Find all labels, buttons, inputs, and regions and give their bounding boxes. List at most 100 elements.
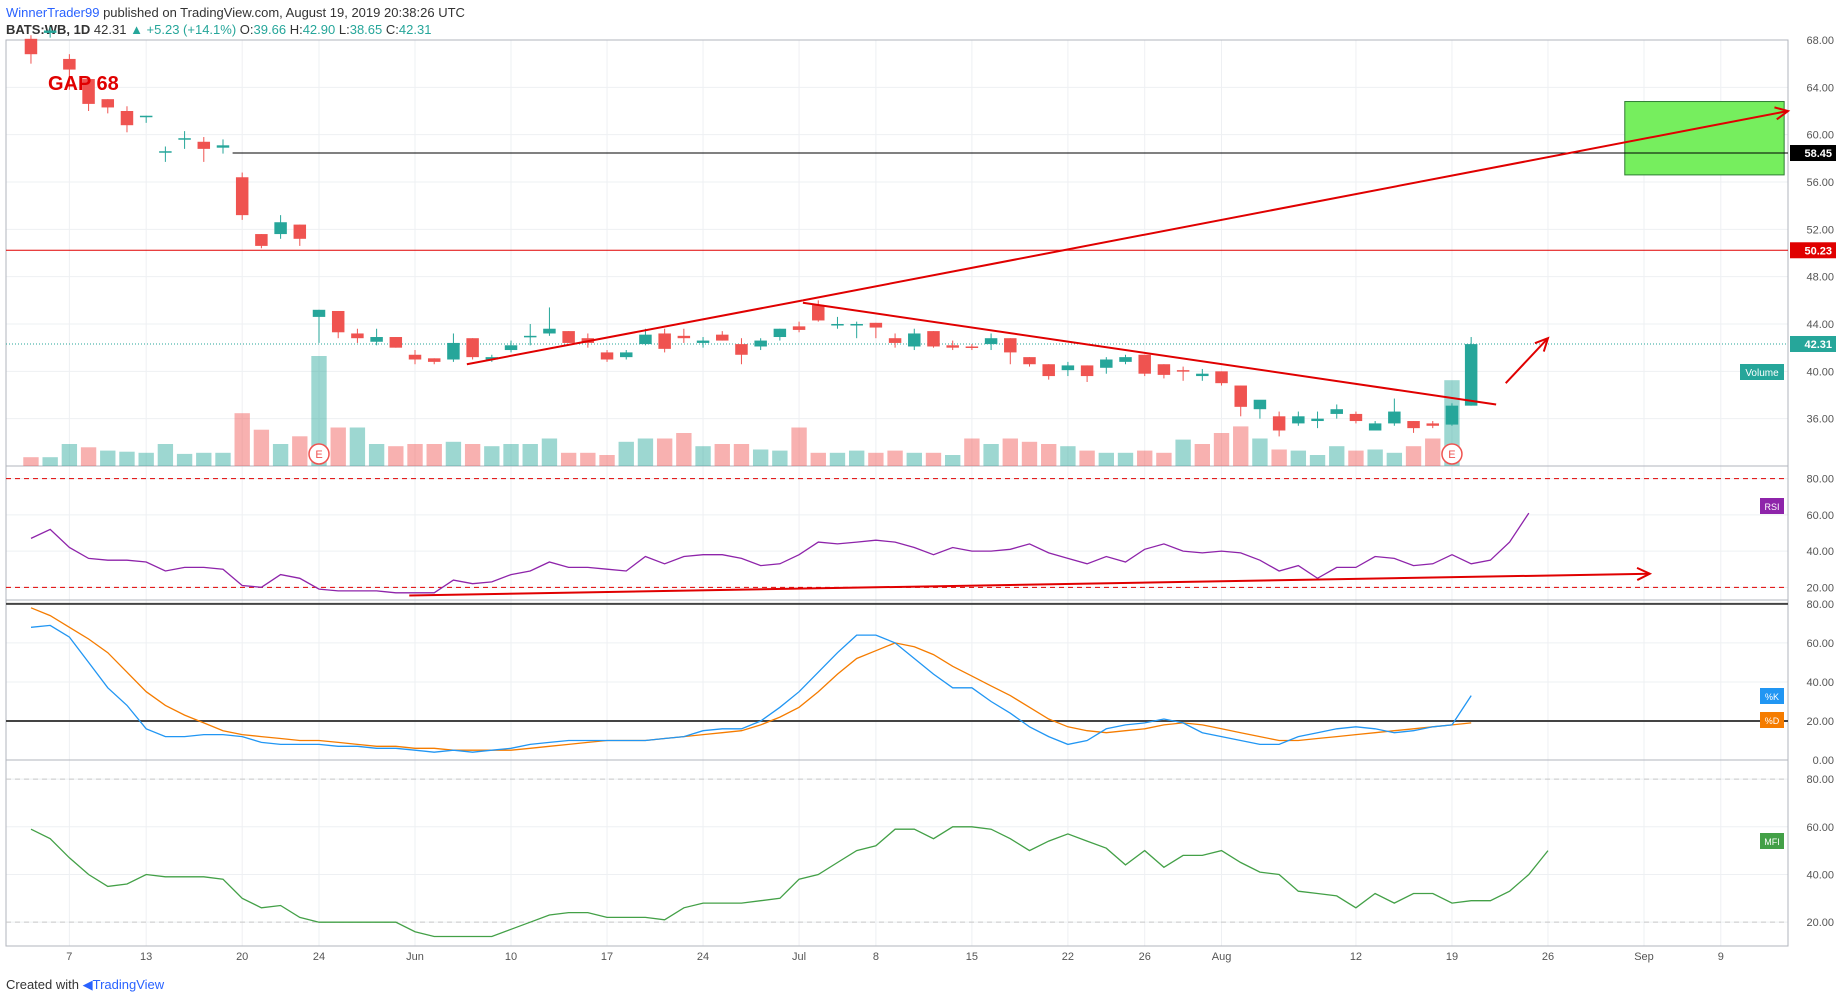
candle-body: [255, 234, 268, 246]
price-tick: 40.00: [1806, 366, 1834, 378]
volume-bar: [292, 436, 308, 466]
volume-bar: [349, 427, 366, 466]
candle-body: [1100, 359, 1113, 368]
arrow-head: [1774, 106, 1791, 121]
time-tick: 17: [601, 951, 613, 963]
time-tick: 15: [966, 951, 978, 963]
volume-bar: [637, 438, 654, 466]
candle-body: [485, 357, 499, 360]
indicator-tag: RSI: [1764, 502, 1779, 512]
candle-body: [43, 30, 57, 33]
candle-body: [101, 99, 115, 108]
price-label: 42.31: [1804, 339, 1832, 351]
volume-bar: [176, 453, 193, 466]
volume-bar: [1348, 450, 1364, 466]
symbol-label: BATS:WB, 1D: [6, 22, 91, 37]
volume-bar: [964, 438, 980, 466]
volume-bar: [1252, 438, 1268, 466]
volume-bar: [1098, 452, 1114, 466]
close-label: C:: [385, 22, 399, 37]
indicator-tick: 40.00: [1806, 546, 1834, 558]
volume-bar: [906, 452, 922, 466]
indicator-tag-box: [1760, 833, 1784, 849]
candle-body: [1272, 416, 1286, 431]
candle-body: [1368, 423, 1382, 431]
volume-bar: [1156, 452, 1172, 466]
earnings-label: E: [1448, 449, 1455, 461]
volume-bar: [1079, 450, 1095, 466]
volume-bar: [1060, 446, 1076, 466]
candle-body: [139, 115, 153, 118]
volume-bar: [714, 444, 730, 466]
candle-body: [1080, 365, 1094, 377]
tradingview-link[interactable]: TradingView: [92, 977, 165, 992]
volume-bar: [868, 452, 884, 466]
candle-body: [1042, 364, 1055, 377]
indicator-tag: %K: [1765, 692, 1779, 702]
candle-body: [312, 309, 326, 317]
candle-body: [773, 328, 787, 338]
volume-bar: [1041, 444, 1057, 466]
volume-tag: Volume: [1745, 368, 1779, 379]
tradingview-logo-icon: ◀: [82, 977, 93, 992]
trendline: [466, 299, 804, 366]
time-tick: 7: [66, 951, 72, 963]
candle-body: [850, 324, 863, 326]
indicator-tick: 20.00: [1806, 716, 1834, 728]
time-tick: 22: [1062, 951, 1074, 963]
volume-bar: [215, 452, 231, 466]
volume-bar: [388, 446, 404, 466]
indicator-tag: %D: [1765, 716, 1780, 726]
candle-body: [658, 333, 671, 349]
time-tick: 26: [1139, 951, 1151, 963]
chart-frame: [5, 39, 1789, 947]
candle-body: [274, 222, 287, 235]
price-label-box: [1790, 335, 1836, 352]
volume-bar: [464, 444, 481, 466]
volume-bar: [522, 444, 538, 466]
candle-body: [792, 326, 806, 330]
candle-body: [447, 342, 460, 360]
volume-bar: [1021, 441, 1038, 466]
candle-body: [946, 345, 959, 348]
price-label: 50.23: [1804, 245, 1832, 257]
volume-bar: [1233, 426, 1249, 466]
candle-body: [1426, 423, 1439, 426]
price-tick: 60.00: [1806, 130, 1834, 142]
time-tick: Sep: [1634, 951, 1654, 963]
close-value: 42.31: [398, 22, 432, 37]
volume-bar: [676, 433, 692, 466]
author-link[interactable]: WinnerTrader99: [6, 5, 100, 20]
candle-body: [927, 331, 940, 347]
candle-body: [1292, 416, 1305, 424]
volume-bar: [503, 444, 519, 466]
candle-body: [831, 324, 844, 326]
indicator-tick: 60.00: [1806, 822, 1834, 834]
candle-body: [965, 346, 979, 348]
candle-body: [63, 58, 76, 70]
candle-body: [716, 334, 729, 341]
candle-body: [1407, 421, 1420, 429]
volume-bar: [810, 452, 826, 466]
chart-header: WinnerTrader99 published on TradingView.…: [6, 4, 465, 38]
time-tick: Aug: [1212, 951, 1232, 963]
candle-body: [908, 333, 921, 347]
volume-bar: [945, 455, 961, 466]
indicator-tick: 40.00: [1806, 677, 1834, 689]
volume-bar: [23, 457, 39, 466]
volume-bar: [752, 449, 769, 466]
indicator-line: [30, 826, 1549, 938]
volume-bar: [695, 446, 711, 466]
volume-bar: [983, 444, 999, 466]
time-tick: Jun: [406, 951, 424, 963]
volume-bar: [925, 452, 942, 466]
candle-body: [408, 354, 422, 360]
price-tick: 64.00: [1806, 82, 1834, 94]
candle-body: [1061, 365, 1075, 371]
price-tick: 48.00: [1806, 272, 1834, 284]
volume-bar: [196, 452, 212, 466]
volume-bar: [157, 444, 174, 466]
candle-body: [600, 352, 614, 360]
candle-body: [523, 335, 537, 338]
